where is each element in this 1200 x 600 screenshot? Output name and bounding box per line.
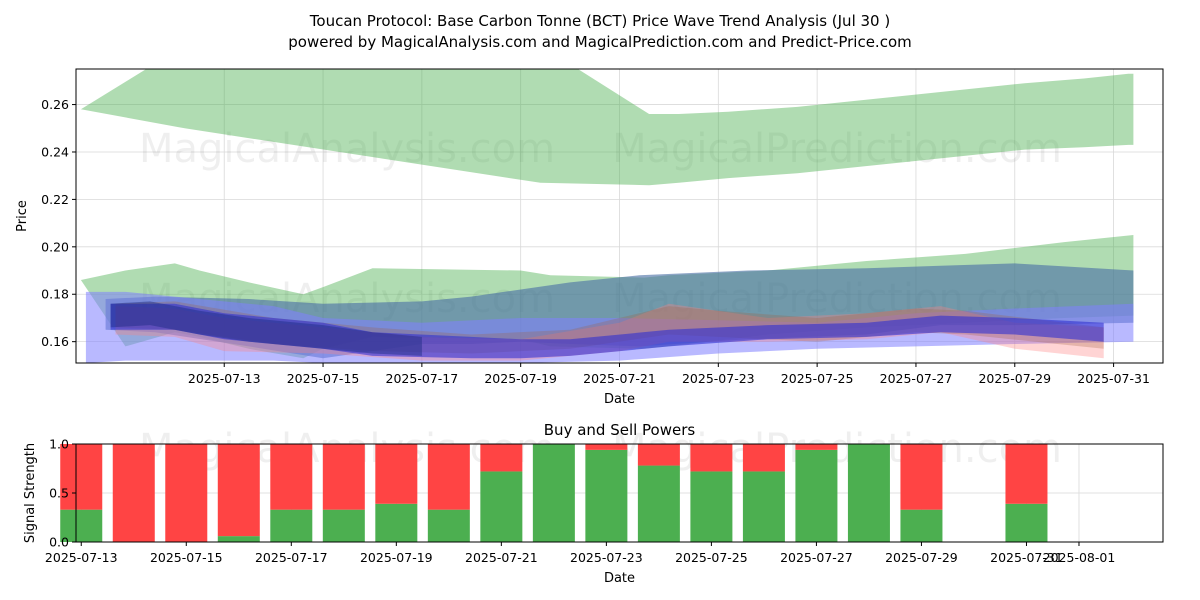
sell-bar xyxy=(742,444,785,472)
buy-bar xyxy=(847,444,890,542)
watermark-text: MagicalPrediction.com xyxy=(612,126,1062,172)
sell-bar xyxy=(795,444,838,450)
x-tick-label: 2025-07-23 xyxy=(570,550,643,565)
sell-bar xyxy=(637,444,680,466)
x-tick-label: 2025-07-23 xyxy=(682,371,755,386)
buy-bar xyxy=(217,536,260,542)
x-tick-label: 2025-07-17 xyxy=(386,371,459,386)
x-tick-label: 2025-07-21 xyxy=(465,550,538,565)
price-bands xyxy=(80,69,1134,363)
x-tick-label: 2025-07-19 xyxy=(360,550,433,565)
price-band xyxy=(110,303,1104,359)
sell-bar xyxy=(112,444,155,542)
buy-bar xyxy=(637,465,680,542)
x-tick-label: 2025-07-29 xyxy=(978,371,1051,386)
x-tick-label: 2025-07-17 xyxy=(255,550,328,565)
buy-bar xyxy=(60,509,103,542)
x-tick-label: 2025-07-15 xyxy=(287,371,360,386)
buy-bar xyxy=(427,509,470,542)
subplot-title: Buy and Sell Powers xyxy=(544,421,696,439)
price-band xyxy=(110,301,422,356)
buy-bar xyxy=(375,503,418,542)
buy-bar xyxy=(585,449,628,542)
y-tick-label: 0.24 xyxy=(41,144,69,159)
sell-bar xyxy=(217,444,260,537)
x-tick-label: 2025-07-29 xyxy=(885,550,958,565)
sell-bar xyxy=(480,444,523,472)
x-axis-label: Date xyxy=(604,392,635,407)
x-tick-label: 2025-07-25 xyxy=(781,371,854,386)
x-tick-label: 2025-07-27 xyxy=(880,371,953,386)
y-axis-label: Price xyxy=(15,200,30,232)
buy-bar xyxy=(742,471,785,542)
y-tick-label: 0.16 xyxy=(41,334,69,349)
buy-bar xyxy=(480,471,523,542)
y-tick-label: 0.5 xyxy=(49,486,69,501)
y-tick-label: 1.0 xyxy=(49,437,69,452)
sell-bar xyxy=(900,444,943,510)
buy-bar xyxy=(690,471,733,542)
y-tick-label: 0.20 xyxy=(41,239,69,254)
x-tick-label: 2025-07-25 xyxy=(675,550,748,565)
chart-title-line2: powered by MagicalAnalysis.com and Magic… xyxy=(288,33,912,51)
signal-strength-plot: Buy and Sell PowersMagicalAnalysis.comMa… xyxy=(23,421,1164,586)
buy-bar xyxy=(900,509,943,542)
x-axis-label: Date xyxy=(604,571,635,586)
price-band xyxy=(80,69,1134,186)
x-tick-label: 2025-07-15 xyxy=(150,550,223,565)
buy-bar xyxy=(795,449,838,542)
y-tick-label: 0.26 xyxy=(41,97,69,112)
buy-bar xyxy=(532,444,575,542)
sell-bar xyxy=(690,444,733,472)
sell-bar xyxy=(375,444,418,504)
y-tick-label: 0.0 xyxy=(49,535,69,550)
x-tick-label: 2025-08-01 xyxy=(1043,550,1116,565)
sell-bar xyxy=(1005,444,1048,504)
x-tick-label: 2025-07-13 xyxy=(188,371,261,386)
buy-bar xyxy=(322,509,365,542)
sell-bar xyxy=(60,444,103,510)
price-wave-plot: MagicalAnalysis.com MagicalPrediction.com… xyxy=(15,68,1164,407)
sell-bar xyxy=(322,444,365,510)
chart-title-line1: Toucan Protocol: Base Carbon Tonne (BCT)… xyxy=(309,12,890,30)
x-tick-label: 2025-07-13 xyxy=(45,550,118,565)
y-tick-label: 0.18 xyxy=(41,287,69,302)
x-tick-label: 2025-07-27 xyxy=(780,550,853,565)
sell-bar xyxy=(427,444,470,510)
sell-bar xyxy=(270,444,313,510)
sell-bar xyxy=(165,444,208,542)
watermark-text: MagicalAnalysis.com xyxy=(139,126,555,172)
buy-bar xyxy=(270,509,313,542)
y-tick-label: 0.22 xyxy=(41,192,69,207)
x-tick-label: 2025-07-31 xyxy=(990,550,1063,565)
sell-bar xyxy=(585,444,628,450)
y-axis-label: Signal Strength xyxy=(23,443,38,543)
buy-bar xyxy=(1005,503,1048,542)
x-tick-label: 2025-07-19 xyxy=(484,371,557,386)
x-tick-label: 2025-07-21 xyxy=(583,371,656,386)
x-tick-label: 2025-07-31 xyxy=(1077,371,1150,386)
